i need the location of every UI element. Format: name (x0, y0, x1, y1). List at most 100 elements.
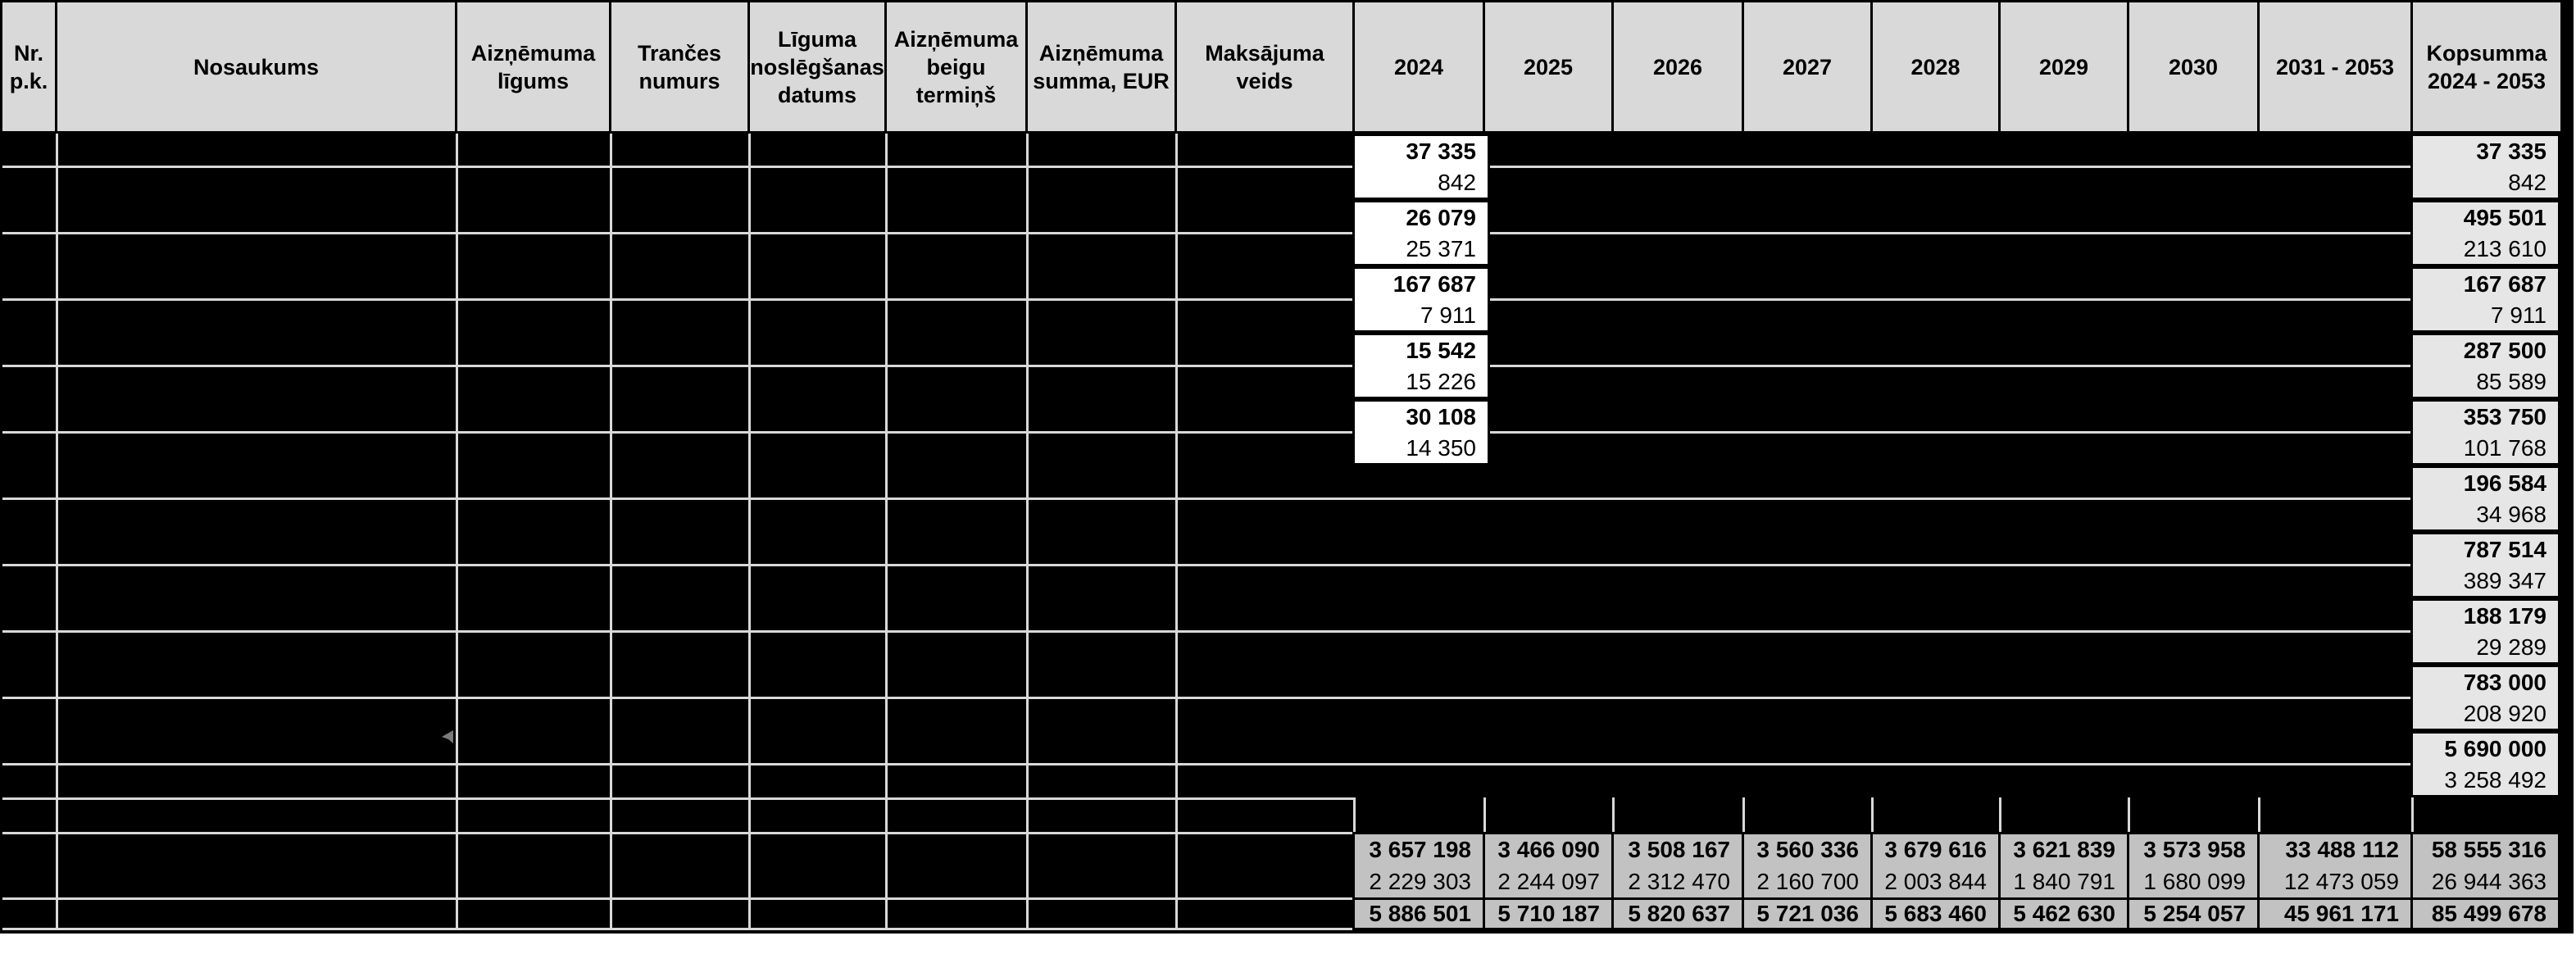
cell-kopsumma-pair-1[interactable]: 37 335 842 (2410, 134, 2560, 200)
grid-line (1026, 134, 1029, 930)
value-2024-interest: 25 371 (1406, 235, 1476, 261)
totals-row2-value: 2 003 844 (1884, 868, 1987, 894)
grid-line (2258, 797, 2260, 832)
totals-cell-2024-main[interactable]: 3 657 198 2 229 303 (1352, 832, 1485, 900)
header-cell-nosaukums[interactable]: Nosaukums (57, 2, 457, 131)
value-kopsumma-principal: 37 335 (2476, 139, 2546, 164)
value-2024-interest: 7 911 (1420, 302, 1476, 328)
totals-cell-2027-grand[interactable]: 5 721 036 (1742, 897, 1873, 930)
header-cell-aiznemuma-ligums[interactable]: Aizņēmuma līgums (457, 2, 611, 131)
grid-line (2, 365, 2413, 367)
totals-cell-2027-main[interactable]: 3 560 336 2 160 700 (1742, 832, 1873, 900)
value-kopsumma-interest: 29 289 (2476, 634, 2546, 660)
grid-line (1999, 797, 2001, 832)
totals-rows: 3 657 198 2 229 303 5 886 501 3 466 090 … (2, 832, 2560, 930)
redacted-region-gridlines (2, 134, 2560, 930)
totals-col-2028: 3 679 616 2 003 844 5 683 460 (1870, 832, 2001, 930)
header-cell-2030[interactable]: 2030 (2129, 2, 2260, 131)
grid-line (56, 134, 58, 930)
cell-kopsumma-pair-6[interactable]: 196 584 34 968 (2410, 466, 2560, 532)
totals-cell-kopsumma-main[interactable]: 58 555 316 26 944 363 (2410, 832, 2560, 900)
cell-2024-pair-2[interactable]: 26 079 25 371 (1352, 200, 1490, 266)
cell-2024-pair-5[interactable]: 30 108 14 350 (1352, 399, 1490, 466)
totals-row3-value: 5 710 187 (1497, 901, 1600, 926)
cell-kopsumma-pair-10[interactable]: 5 690 000 3 258 492 (2410, 731, 2560, 797)
header-cell-2025[interactable]: 2025 (1485, 2, 1614, 131)
grid-line (2, 832, 1355, 834)
totals-col-2026: 3 508 167 2 312 470 5 820 637 (1611, 832, 1744, 930)
totals-cell-2029-grand[interactable]: 5 462 630 (1998, 897, 2129, 930)
header-cell-liguma-noslegsanas-datums[interactable]: Līguma noslēgšanas datums (750, 2, 887, 131)
value-kopsumma-principal: 188 179 (2463, 603, 2546, 629)
totals-cell-2030-grand[interactable]: 5 254 057 (2127, 897, 2260, 930)
header-cell-2026[interactable]: 2026 (1614, 2, 1744, 131)
totals-cell-2024-grand[interactable]: 5 886 501 (1352, 897, 1485, 930)
value-kopsumma-interest: 213 610 (2463, 235, 2546, 261)
cell-kopsumma-pair-2[interactable]: 495 501 213 610 (2410, 200, 2560, 266)
cell-2024-pair-1[interactable]: 37 335 842 (1352, 134, 1490, 200)
totals-row2-value: 2 312 470 (1628, 868, 1730, 894)
header-cell-2027[interactable]: 2027 (1744, 2, 1873, 131)
totals-cell-2029-main[interactable]: 3 621 839 1 840 791 (1998, 832, 2129, 900)
cell-2024-pair-4[interactable]: 15 542 15 226 (1352, 333, 1490, 399)
value-kopsumma-principal: 495 501 (2463, 205, 2546, 230)
header-cell-2031-2053[interactable]: 2031 - 2053 (2260, 2, 2413, 131)
totals-col-2027: 3 560 336 2 160 700 5 721 036 (1742, 832, 1873, 930)
totals-row3-value: 45 961 171 (2283, 901, 2399, 926)
totals-col-kopsumma: 58 555 316 26 944 363 85 499 678 (2410, 832, 2560, 930)
value-2024-principal: 167 687 (1392, 271, 1476, 297)
header-cell-2024[interactable]: 2024 (1355, 2, 1485, 131)
header-cell-aiznemuma-summa-eur[interactable]: Aizņēmuma summa, EUR (1028, 2, 1177, 131)
totals-cell-2030-main[interactable]: 3 573 958 1 680 099 (2127, 832, 2260, 900)
totals-cell-2028-main[interactable]: 3 679 616 2 003 844 (1870, 832, 2001, 900)
totals-cell-kopsumma-grand[interactable]: 85 499 678 (2410, 897, 2560, 930)
grid-line (2, 431, 2413, 434)
grid-line (2, 897, 1355, 900)
header-cell-2029[interactable]: 2029 (2001, 2, 2129, 131)
header-cell-2028[interactable]: 2028 (1873, 2, 2001, 131)
header-cell-trances-numurs[interactable]: Trančes numurs (611, 2, 750, 131)
cell-2024-pair-3[interactable]: 167 687 7 911 (1352, 266, 1490, 333)
totals-row3-value: 5 721 036 (1756, 901, 1859, 926)
totals-col-2030: 3 573 958 1 680 099 5 254 057 (2127, 832, 2260, 930)
header-cell-kopsumma[interactable]: Kopsumma 2024 - 2053 (2413, 2, 2560, 131)
grid-line (2128, 797, 2130, 832)
totals-row2-value: 12 473 059 (2283, 868, 2399, 894)
table-body: 37 335 842 26 079 25 371 167 687 7 911 1… (2, 134, 2560, 797)
grid-line (1742, 797, 1745, 832)
totals-cell-2026-main[interactable]: 3 508 167 2 312 470 (1611, 832, 1744, 900)
totals-col-2024: 3 657 198 2 229 303 5 886 501 (1352, 832, 1485, 930)
grid-line (2, 497, 2413, 500)
cell-kopsumma-pair-8[interactable]: 188 179 29 289 (2410, 598, 2560, 665)
totals-row3-value: 5 886 501 (1369, 901, 1471, 926)
totals-row2-value: 1 840 791 (2013, 868, 2115, 894)
totals-row3-value: 5 462 630 (2013, 901, 2115, 926)
cell-kopsumma-pair-7[interactable]: 787 514 389 347 (2410, 532, 2560, 598)
totals-row2-value: 1 680 099 (2143, 868, 2246, 894)
cell-kopsumma-pair-4[interactable]: 287 500 85 589 (2410, 333, 2560, 399)
totals-row3-value: 5 820 637 (1628, 901, 1730, 926)
totals-cell-2031-2053-main[interactable]: 33 488 112 12 473 059 (2257, 832, 2413, 900)
totals-cell-2031-2053-grand[interactable]: 45 961 171 (2257, 897, 2413, 930)
header-cell-nr-pk[interactable]: Nr. p.k. (2, 2, 57, 131)
value-2024-principal: 26 079 (1406, 205, 1476, 230)
cell-kopsumma-pair-3[interactable]: 167 687 7 911 (2410, 266, 2560, 333)
totals-cell-2028-grand[interactable]: 5 683 460 (1870, 897, 2001, 930)
value-2024-interest: 14 350 (1406, 434, 1476, 461)
totals-cell-2025-main[interactable]: 3 466 090 2 244 097 (1483, 832, 1614, 900)
cell-kopsumma-pair-9[interactable]: 783 000 208 920 (2410, 665, 2560, 731)
grid-line (1871, 797, 1874, 832)
value-kopsumma-interest: 208 920 (2463, 700, 2546, 726)
grid-line (2, 763, 2413, 765)
cell-kopsumma-pair-5[interactable]: 353 750 101 768 (2410, 399, 2560, 466)
header-cell-maksajuma-veids[interactable]: Maksājuma veids (1177, 2, 1355, 131)
grid-line (885, 134, 888, 930)
totals-cell-2026-grand[interactable]: 5 820 637 (1611, 897, 1744, 930)
totals-row1-value: 3 657 198 (1369, 837, 1471, 862)
header-cell-aiznemuma-beigu-termins[interactable]: Aizņēmuma beigu termiņš (887, 2, 1028, 131)
value-kopsumma-interest: 34 968 (2476, 501, 2546, 527)
totals-cell-2025-grand[interactable]: 5 710 187 (1483, 897, 1614, 930)
value-kopsumma-principal: 196 584 (2463, 470, 2546, 496)
mouse-cursor-icon (440, 729, 455, 749)
